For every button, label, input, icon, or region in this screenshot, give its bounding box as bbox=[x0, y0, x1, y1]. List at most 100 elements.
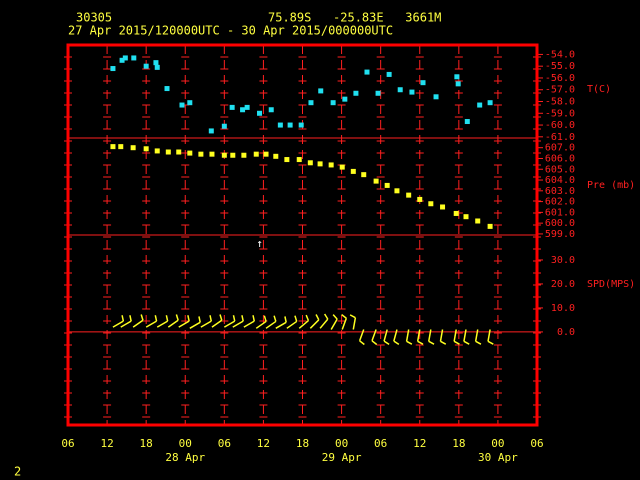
point bbox=[273, 153, 279, 159]
wind-barb bbox=[416, 329, 424, 345]
x-tick-label: 00 bbox=[491, 437, 504, 450]
point bbox=[244, 104, 250, 110]
date-label: 29 Apr bbox=[322, 451, 362, 464]
point bbox=[277, 122, 283, 128]
point bbox=[198, 151, 204, 157]
location: 75.89S -25.83E 3661M bbox=[268, 11, 441, 25]
wind-barb bbox=[439, 329, 447, 345]
x-tick-label: 06 bbox=[61, 437, 74, 450]
x-tick-label: 12 bbox=[413, 437, 426, 450]
wind-barb bbox=[145, 315, 158, 328]
point bbox=[143, 63, 149, 69]
x-tick-label: 06 bbox=[530, 437, 543, 450]
point bbox=[375, 90, 381, 96]
x-tick-label: 12 bbox=[100, 437, 113, 450]
point bbox=[330, 100, 336, 106]
point bbox=[119, 57, 125, 63]
point bbox=[463, 214, 469, 220]
x-tick-label: 18 bbox=[140, 437, 153, 450]
x-tick-label: 06 bbox=[374, 437, 387, 450]
wind-barb bbox=[393, 329, 400, 346]
point bbox=[221, 123, 227, 129]
annotation: ↑ bbox=[256, 237, 263, 250]
wind-barb bbox=[112, 315, 125, 328]
y-tick-label: -57.0 bbox=[545, 85, 575, 96]
y-tick-label: -54.0 bbox=[545, 49, 575, 60]
point bbox=[487, 223, 493, 229]
point bbox=[298, 122, 304, 128]
point bbox=[487, 100, 493, 106]
station-id: 30305 bbox=[76, 11, 112, 25]
point bbox=[296, 157, 302, 163]
wind-barb bbox=[178, 315, 190, 328]
point bbox=[339, 164, 345, 170]
x-tick-label: 00 bbox=[179, 437, 192, 450]
wind-barb bbox=[298, 314, 310, 329]
point bbox=[257, 110, 263, 116]
point bbox=[229, 104, 235, 110]
y-tick-label: 10.0 bbox=[551, 303, 575, 314]
point bbox=[409, 89, 415, 95]
y-tick-label: 607.0 bbox=[545, 143, 575, 154]
point bbox=[179, 102, 185, 108]
point bbox=[176, 149, 182, 155]
point bbox=[221, 152, 227, 158]
wind-barb bbox=[275, 316, 287, 329]
date-label: 28 Apr bbox=[165, 451, 205, 464]
wind-barb bbox=[358, 329, 365, 346]
x-tick-label: 12 bbox=[257, 437, 270, 450]
point bbox=[268, 107, 274, 113]
y-tick-label: 602.0 bbox=[545, 197, 575, 208]
y-tick-label: 600.0 bbox=[545, 218, 575, 229]
wind-barb bbox=[156, 315, 169, 328]
wind-barb bbox=[383, 329, 390, 346]
frame bbox=[66, 43, 539, 427]
point bbox=[165, 149, 171, 155]
point bbox=[350, 168, 356, 174]
wind-barb bbox=[341, 313, 348, 330]
point bbox=[394, 188, 400, 194]
point bbox=[154, 64, 160, 70]
axis-label: Pre (mb) bbox=[587, 180, 635, 191]
y-tick-label: -60.0 bbox=[545, 120, 575, 131]
point bbox=[263, 151, 269, 157]
point bbox=[453, 210, 459, 216]
point bbox=[287, 122, 293, 128]
y-tick-label: 604.0 bbox=[545, 175, 575, 186]
point bbox=[428, 201, 434, 207]
wind-barb bbox=[189, 316, 201, 329]
point bbox=[433, 94, 439, 100]
point bbox=[353, 90, 359, 96]
point bbox=[420, 80, 426, 86]
y-tick-label: 606.0 bbox=[545, 153, 575, 164]
point bbox=[364, 69, 370, 75]
wind-barb bbox=[132, 314, 144, 328]
point bbox=[386, 71, 392, 77]
y-tick-label: -55.0 bbox=[545, 61, 575, 72]
point bbox=[464, 119, 470, 125]
wind-barb bbox=[463, 329, 470, 345]
point bbox=[187, 150, 193, 156]
point bbox=[440, 204, 446, 210]
wind-barb bbox=[232, 315, 244, 328]
point bbox=[417, 196, 423, 202]
y-tick-label: 603.0 bbox=[545, 186, 575, 197]
wind-barb bbox=[286, 315, 298, 329]
point bbox=[307, 160, 313, 166]
x-tick-label: 06 bbox=[218, 437, 231, 450]
wind-barb bbox=[349, 314, 357, 330]
point bbox=[384, 182, 390, 188]
y-tick-label: -59.0 bbox=[545, 108, 575, 119]
x-tick-label: 18 bbox=[452, 437, 465, 450]
point bbox=[361, 172, 367, 178]
point bbox=[318, 88, 324, 94]
wind-barb bbox=[265, 315, 277, 329]
point bbox=[153, 60, 159, 66]
y-tick-label: -56.0 bbox=[545, 73, 575, 84]
point bbox=[477, 102, 483, 108]
period: 27 Apr 2015/120000UTC - 30 Apr 2015/0000… bbox=[68, 24, 393, 38]
point bbox=[143, 146, 149, 152]
point bbox=[342, 96, 348, 102]
x-tick-label: 00 bbox=[335, 437, 348, 450]
point bbox=[308, 100, 314, 106]
